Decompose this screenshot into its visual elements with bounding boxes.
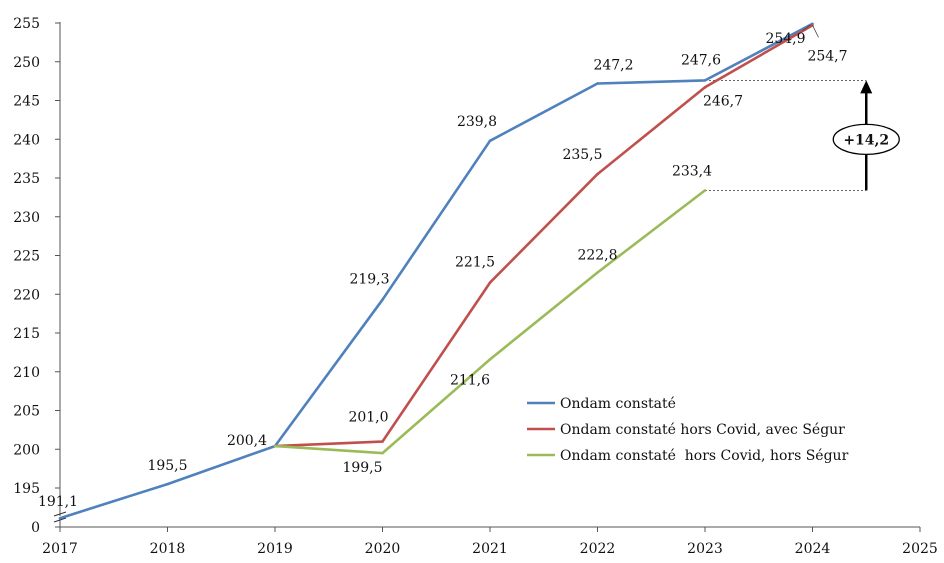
y-tick-label: 200	[13, 442, 40, 458]
data-point	[703, 79, 707, 82]
y-tick-label: 230	[13, 210, 40, 226]
y-tick-label: 210	[13, 365, 40, 381]
data-point	[488, 358, 492, 361]
data-point	[58, 516, 62, 520]
series-line-2	[274, 24, 814, 448]
series-line-1	[59, 22, 814, 520]
y-tick-label: 245	[13, 94, 40, 110]
y-tick-label: 225	[13, 249, 40, 265]
legend: Ondam constaté Ondam constaté hors Covid,…	[527, 396, 849, 464]
y-tick-label: 235	[13, 171, 40, 187]
x-tick-label: 2022	[580, 541, 616, 557]
y-tick-label: 0	[31, 520, 40, 536]
data-label: 254,9	[765, 31, 805, 47]
y-tick-label: 220	[13, 287, 40, 303]
y-tick-label: 215	[13, 326, 40, 342]
data-label: 254,7	[807, 48, 847, 64]
data-label: 221,5	[455, 255, 495, 271]
x-tick-label: 2021	[472, 541, 508, 557]
x-tick-label: 2017	[42, 541, 78, 557]
data-point	[166, 482, 169, 486]
gap-value-label: +14,2	[843, 132, 889, 148]
data-point	[488, 139, 492, 143]
data-point	[596, 82, 599, 85]
axes: 0 195 200 205 210 215 220 225 230 235 240 245 250 255…	[13, 16, 938, 557]
gap-arrow-head	[860, 80, 873, 94]
data-point	[703, 189, 707, 192]
legend-label-3: Ondam constaté hors Covid, hors Ségur	[560, 448, 849, 464]
data-point	[381, 298, 384, 301]
gap-value-ellipse	[832, 123, 900, 156]
data-label: 191,1	[38, 494, 78, 510]
x-tick-label: 2018	[150, 541, 186, 557]
x-tick-label: 2020	[365, 541, 401, 557]
data-label: 199,5	[342, 460, 382, 476]
axis-break-mark	[53, 511, 67, 517]
x-tick-label: 2023	[687, 541, 723, 557]
legend-label-2: Ondam constaté hors Covid, avec Ségur	[560, 422, 845, 438]
label-leader-line	[802, 24, 811, 32]
data-point	[596, 172, 599, 176]
data-label: 235,5	[562, 147, 602, 163]
data-label: 233,4	[672, 163, 712, 179]
x-tick-label: 2025	[902, 541, 938, 557]
data-label: 201,0	[348, 410, 388, 426]
gap-annotation: +14,2	[705, 79, 900, 191]
data-point	[596, 271, 599, 274]
data-labels: 191,1 195,5 200,4 219,3 239,8 247,2 247,6 254,9…	[38, 24, 848, 510]
series-line-3	[274, 189, 706, 455]
data-point	[273, 444, 277, 448]
data-label: 200,4	[227, 433, 267, 449]
data-label: 239,8	[457, 114, 497, 130]
data-label: 222,8	[577, 248, 617, 264]
data-point	[381, 440, 384, 443]
data-point	[381, 451, 384, 455]
data-label: 247,2	[593, 57, 633, 73]
legend-label-1: Ondam constaté	[560, 396, 676, 412]
label-leader-line	[812, 25, 819, 38]
x-tick-label: 2024	[795, 541, 831, 557]
y-tick-label: 195	[13, 481, 40, 497]
y-tick-label: 250	[13, 55, 40, 71]
data-label: 195,5	[147, 458, 187, 474]
data-label: 219,3	[349, 272, 389, 288]
data-label: 246,7	[703, 93, 743, 109]
data-label: 247,6	[681, 52, 721, 68]
y-tick-label: 205	[13, 404, 40, 420]
y-tick-label: 255	[13, 16, 40, 32]
data-point	[703, 86, 707, 89]
series-lines	[58, 22, 814, 520]
y-tick-label: 240	[13, 132, 40, 148]
data-point	[488, 281, 492, 284]
x-tick-label: 2019	[257, 541, 293, 557]
data-label: 211,6	[450, 372, 490, 388]
axis-break-mark	[53, 517, 67, 523]
